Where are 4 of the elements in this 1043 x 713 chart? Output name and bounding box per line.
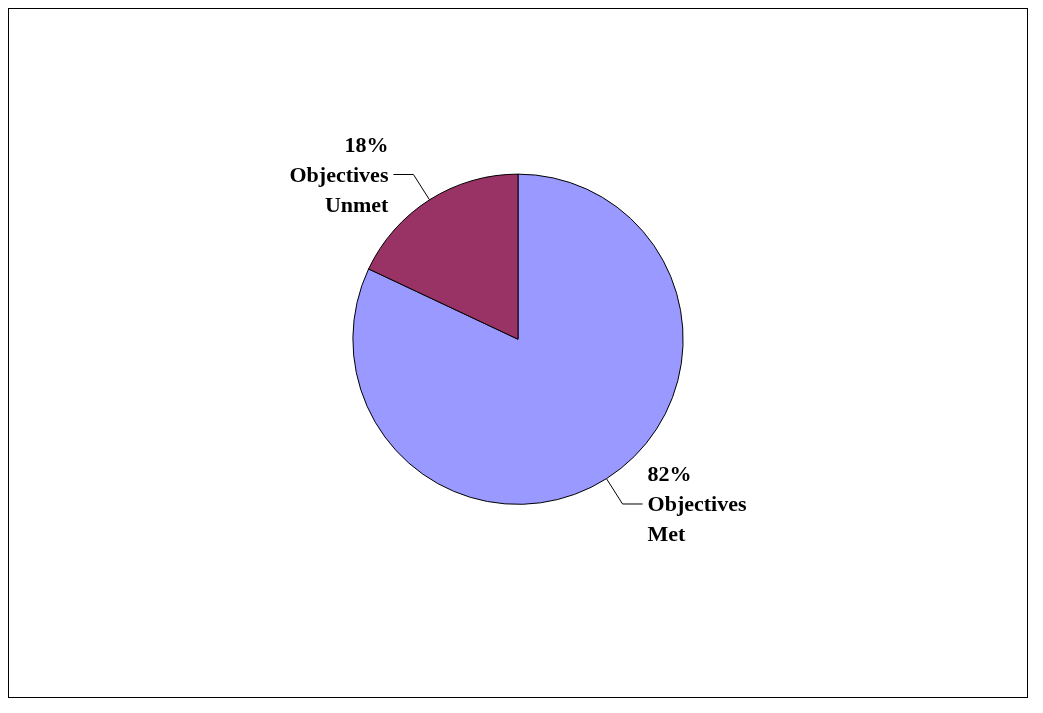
slice-label: Objectives Met: [647, 491, 747, 547]
slice-label: Objectives Unmet: [289, 161, 390, 217]
data-label: 18%: [344, 131, 389, 157]
data-label: 82%: [647, 461, 692, 487]
